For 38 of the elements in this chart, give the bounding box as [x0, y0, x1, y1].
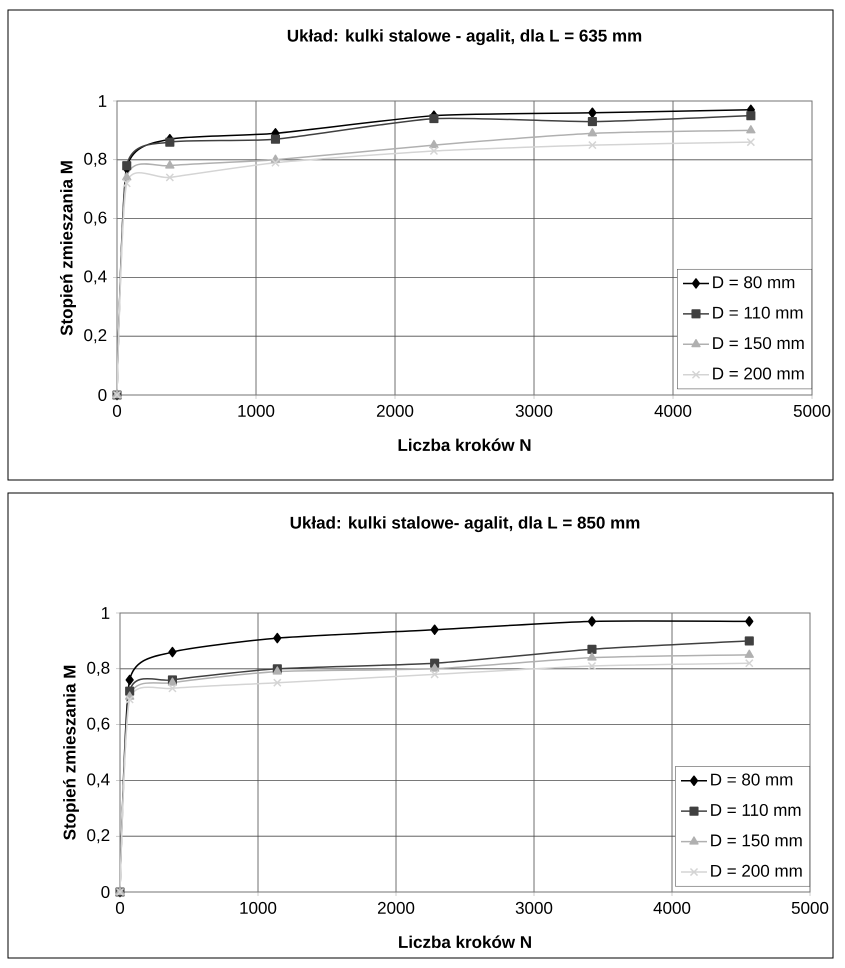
y-tick-label: 1 [98, 95, 106, 107]
x-tick-label: 2000 [378, 902, 414, 914]
x-tick-label: 3000 [516, 902, 552, 914]
x-tick-label: 1000 [240, 902, 276, 914]
legend-label: D = 80 mm [713, 276, 794, 288]
x-tick-label: 0 [116, 902, 124, 914]
chart-title: Układ: kulki stalowe - agalit, dla L = 635 mm [288, 29, 642, 46]
y-tick-label: 0,4 [84, 270, 107, 284]
y-tick-label: 0,4 [87, 773, 110, 788]
y-tick-label: 0,8 [84, 152, 106, 167]
y-tick-label: 0,6 [84, 212, 106, 226]
chart-title: Układ: kulki stalowe- agalit, dla L = 850 mm [290, 516, 640, 532]
x-tick-label: 5000 [794, 404, 830, 417]
legend-label: D = 110 mm [713, 306, 802, 319]
y-axis-title: Stopień zmieszania M [60, 161, 76, 336]
x-tick-label: 5000 [792, 902, 828, 914]
legend-label: D = 80 mm [711, 774, 792, 786]
legend-label: D = 150 mm [711, 834, 802, 846]
x-tick-label: 4000 [653, 902, 690, 914]
x-axis-title: Liczba kroków N [399, 935, 531, 948]
legend-label: D = 110 mm [711, 804, 800, 816]
y-tick-label: 0,2 [84, 329, 106, 344]
x-tick-label: 3000 [516, 404, 552, 417]
legend-label: D = 150 mm [713, 337, 804, 350]
x-tick-label: 4000 [654, 404, 692, 417]
x-tick-label: 1000 [238, 404, 274, 417]
x-axis-title: Liczba kroków N [398, 438, 530, 452]
y-tick-label: 0,6 [87, 718, 110, 732]
y-axis-title: Stopień zmieszania M [62, 666, 79, 840]
y-tick-label: 0 [101, 886, 110, 898]
y-tick-label: 0,8 [87, 662, 110, 676]
legend-label: D = 200 mm [711, 864, 802, 877]
y-tick-label: 1 [102, 607, 110, 619]
legend-label: D = 200 mm [713, 367, 804, 380]
y-tick-label: 0 [98, 388, 106, 402]
y-tick-label: 0,2 [87, 829, 110, 844]
x-tick-label: 2000 [376, 404, 414, 417]
x-tick-label: 0 [112, 404, 122, 417]
